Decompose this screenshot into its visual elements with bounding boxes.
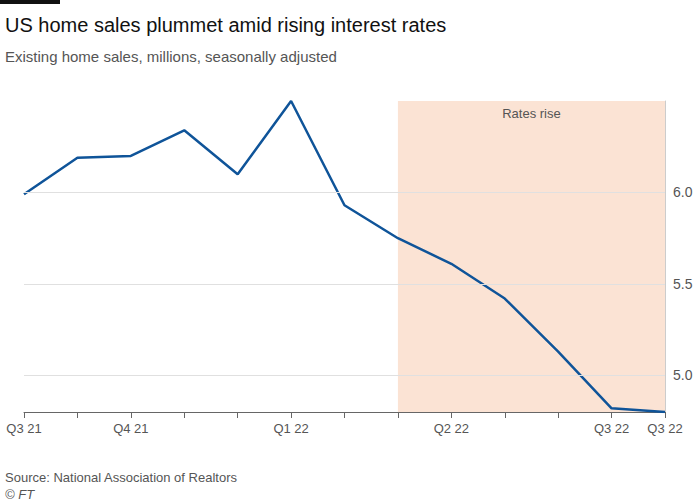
svg-text:Rates rise: Rates rise <box>502 106 561 121</box>
svg-text:Q3 22: Q3 22 <box>647 421 682 436</box>
svg-text:Existing home sales, millions,: Existing home sales, millions, seasonall… <box>5 48 337 65</box>
svg-text:Q2 22: Q2 22 <box>434 421 469 436</box>
svg-text:Q3 22: Q3 22 <box>594 421 629 436</box>
svg-text:© FT: © FT <box>5 487 35 500</box>
svg-text:5.5: 5.5 <box>673 276 693 292</box>
svg-text:Q4 21: Q4 21 <box>113 421 148 436</box>
svg-text:US home sales plummet amid ris: US home sales plummet amid rising intere… <box>5 14 446 36</box>
svg-text:Source: National Association o: Source: National Association of Realtors <box>5 470 237 485</box>
svg-text:Q1 22: Q1 22 <box>273 421 308 436</box>
svg-text:5.0: 5.0 <box>673 367 693 383</box>
svg-text:6.0: 6.0 <box>673 184 693 200</box>
svg-text:Q3 21: Q3 21 <box>6 421 41 436</box>
